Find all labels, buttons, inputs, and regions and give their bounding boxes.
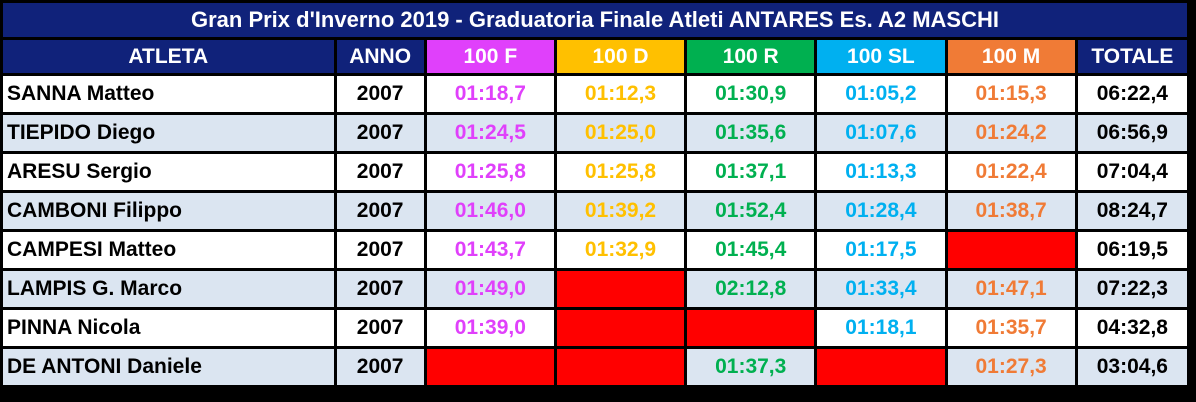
header-100sl: 100 SL	[817, 40, 945, 73]
time-cell-100sl: 01:07,6	[817, 115, 945, 151]
header-totale: TOTALE	[1077, 40, 1187, 73]
time-cell-100f: 01:18,7	[426, 76, 554, 112]
time-cell-100sl: 01:33,4	[817, 271, 945, 307]
time-cell-100sl: 01:05,2	[817, 76, 945, 112]
time-cell-100sl: 01:13,3	[817, 154, 945, 190]
missing-time-cell-100d	[556, 349, 685, 385]
athlete-name-cell: CAMPESI Matteo	[3, 232, 334, 268]
time-cell-100r: 01:35,6	[687, 115, 815, 151]
time-cell-100m: 01:15,3	[947, 76, 1075, 112]
header-100m: 100 M	[947, 40, 1075, 73]
year-cell: 2007	[336, 310, 424, 346]
results-body: SANNA Matteo 2007 01:18,7 01:12,3 01:30,9 01:…	[3, 76, 1187, 385]
table-row: SANNA Matteo 2007 01:18,7 01:12,3 01:30,9 01:…	[3, 76, 1187, 112]
time-cell-100sl: 01:17,5	[817, 232, 945, 268]
time-cell-100d: 01:25,0	[556, 115, 685, 151]
header-100f: 100 F	[426, 40, 554, 73]
time-cell-100r: 01:37,1	[687, 154, 815, 190]
year-cell: 2007	[336, 115, 424, 151]
header-atleta: ATLETA	[3, 40, 334, 73]
missing-time-cell-100sl	[817, 349, 945, 385]
athlete-name-cell: DE ANTONI Daniele	[3, 349, 334, 385]
results-table-container: Gran Prix d'Inverno 2019 - Graduatoria F…	[3, 3, 1193, 399]
time-cell-100f: 01:46,0	[426, 193, 554, 229]
year-cell: 2007	[336, 76, 424, 112]
time-cell-100d: 01:39,2	[556, 193, 685, 229]
athlete-name-cell: ARESU Sergio	[3, 154, 334, 190]
header-anno: ANNO	[336, 40, 424, 73]
time-cell-100r: 01:30,9	[687, 76, 815, 112]
time-cell-100d: 01:32,9	[556, 232, 685, 268]
athlete-name-cell: PINNA Nicola	[3, 310, 334, 346]
header-100d: 100 D	[556, 40, 685, 73]
year-cell: 2007	[336, 349, 424, 385]
time-cell-100f: 01:24,5	[426, 115, 554, 151]
time-cell-100r: 01:52,4	[687, 193, 815, 229]
athlete-name-cell: TIEPIDO Diego	[3, 115, 334, 151]
results-table: Gran Prix d'Inverno 2019 - Graduatoria F…	[3, 3, 1187, 385]
total-time-cell: 04:32,8	[1077, 310, 1187, 346]
table-title: Gran Prix d'Inverno 2019 - Graduatoria F…	[3, 3, 1187, 37]
time-cell-100m: 01:24,2	[947, 115, 1075, 151]
time-cell-100r: 01:45,4	[687, 232, 815, 268]
missing-time-cell-100d	[556, 271, 685, 307]
time-cell-100d: 01:12,3	[556, 76, 685, 112]
table-row: TIEPIDO Diego 2007 01:24,5 01:25,0 01:35,6 01…	[3, 115, 1187, 151]
time-cell-100d: 01:25,8	[556, 154, 685, 190]
total-time-cell: 08:24,7	[1077, 193, 1187, 229]
time-cell-100sl: 01:18,1	[817, 310, 945, 346]
missing-time-cell-100f	[426, 349, 554, 385]
year-cell: 2007	[336, 271, 424, 307]
year-cell: 2007	[336, 193, 424, 229]
year-cell: 2007	[336, 232, 424, 268]
missing-time-cell-100d	[556, 310, 685, 346]
table-row: DE ANTONI Daniele 2007 01:37,3 01:27,3 03:04…	[3, 349, 1187, 385]
time-cell-100f: 01:39,0	[426, 310, 554, 346]
time-cell-100m: 01:35,7	[947, 310, 1075, 346]
total-time-cell: 06:19,5	[1077, 232, 1187, 268]
total-time-cell: 07:22,3	[1077, 271, 1187, 307]
table-row: CAMBONI Filippo 2007 01:46,0 01:39,2 01:52,4…	[3, 193, 1187, 229]
time-cell-100sl: 01:28,4	[817, 193, 945, 229]
table-row: PINNA Nicola 2007 01:39,0 01:18,1 01:35,7 04:…	[3, 310, 1187, 346]
year-cell: 2007	[336, 154, 424, 190]
athlete-name-cell: LAMPIS G. Marco	[3, 271, 334, 307]
missing-time-cell-100r	[687, 310, 815, 346]
time-cell-100f: 01:25,8	[426, 154, 554, 190]
total-time-cell: 06:22,4	[1077, 76, 1187, 112]
header-row: ATLETA ANNO 100 F 100 D 100 R 100 SL 100…	[3, 40, 1187, 73]
time-cell-100m: 01:38,7	[947, 193, 1075, 229]
athlete-name-cell: SANNA Matteo	[3, 76, 334, 112]
time-cell-100r: 01:37,3	[687, 349, 815, 385]
table-row: CAMPESI Matteo 2007 01:43,7 01:32,9 01:45,4 0…	[3, 232, 1187, 268]
time-cell-100f: 01:43,7	[426, 232, 554, 268]
total-time-cell: 06:56,9	[1077, 115, 1187, 151]
time-cell-100m: 01:27,3	[947, 349, 1075, 385]
header-100r: 100 R	[687, 40, 815, 73]
time-cell-100m: 01:47,1	[947, 271, 1075, 307]
total-time-cell: 03:04,6	[1077, 349, 1187, 385]
table-row: LAMPIS G. Marco 2007 01:49,0 02:12,8 01:33,4…	[3, 271, 1187, 307]
athlete-name-cell: CAMBONI Filippo	[3, 193, 334, 229]
time-cell-100f: 01:49,0	[426, 271, 554, 307]
time-cell-100m: 01:22,4	[947, 154, 1075, 190]
time-cell-100r: 02:12,8	[687, 271, 815, 307]
table-row: ARESU Sergio 2007 01:25,8 01:25,8 01:37,1 01:…	[3, 154, 1187, 190]
missing-time-cell-100m	[947, 232, 1075, 268]
total-time-cell: 07:04,4	[1077, 154, 1187, 190]
